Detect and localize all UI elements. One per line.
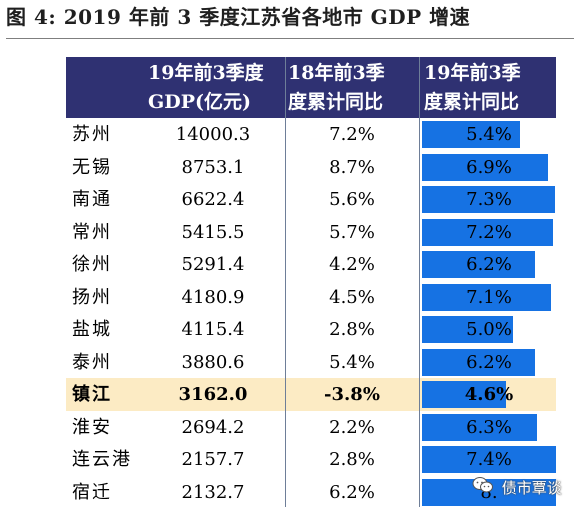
table-header: 19年前3季度 GDP(亿元) 18年前3季 度累计同比 19年前3季 度累计同… <box>66 57 556 118</box>
header-gdp-line1: 19年前3季度 <box>148 62 264 84</box>
wechat-icon <box>472 476 494 501</box>
header-2018-growth: 18年前3季 度累计同比 <box>284 57 418 118</box>
gdp-value: 2157.7 <box>181 449 245 470</box>
city-name: 南通 <box>72 189 112 210</box>
gdp-value: 3162.0 <box>178 384 248 405</box>
growth-2018: 2.2% <box>329 416 375 438</box>
column-divider <box>285 57 286 507</box>
title-divider <box>6 38 574 39</box>
table-row: 盐城 4115.4 2.8% 5.0% <box>66 313 556 346</box>
growth-2018: 5.4% <box>329 351 375 373</box>
growth-2019-cell: 7.3% <box>422 183 556 216</box>
gdp-value: 2694.2 <box>181 416 245 438</box>
growth-2018: 4.2% <box>329 254 375 275</box>
city-name: 徐州 <box>72 254 112 275</box>
growth-2019-cell: 5.4% <box>422 118 556 151</box>
growth-2019: 6.3% <box>466 416 512 438</box>
header-2019-line2: 度累计同比 <box>424 91 520 113</box>
growth-2019-cell: 7.4% <box>422 443 556 476</box>
growth-bar <box>422 316 513 343</box>
header-2018-line1: 18年前3季 <box>288 62 385 84</box>
city-name: 苏州 <box>72 124 112 145</box>
table-row: 泰州 3880.6 5.4% 6.2% <box>66 346 556 379</box>
growth-2019-cell: 6.2% <box>422 248 556 281</box>
growth-2018: 2.8% <box>329 319 375 340</box>
growth-bar <box>422 381 506 408</box>
header-2019-line1: 19年前3季 <box>424 62 521 84</box>
growth-bar <box>422 218 553 246</box>
growth-2019: 5.0% <box>466 319 512 340</box>
growth-2019: 6.9% <box>466 156 512 178</box>
growth-bar <box>422 283 551 311</box>
growth-bar <box>422 413 537 441</box>
growth-2018: 6.2% <box>329 481 375 503</box>
growth-2019: 5.4% <box>466 124 512 145</box>
watermark: 债市覃谈 <box>472 476 562 500</box>
table-row: 南通 6622.4 5.6% 7.3% <box>66 183 556 216</box>
growth-2018: 2.8% <box>329 449 375 470</box>
growth-2018: 5.6% <box>329 189 375 210</box>
growth-bar <box>422 153 548 181</box>
growth-bar <box>422 348 535 376</box>
city-name: 宿迁 <box>72 481 112 503</box>
growth-2019-cell: 4.6% <box>422 378 556 411</box>
header-gdp: 19年前3季度 GDP(亿元) <box>142 57 282 118</box>
gdp-growth-table: 19年前3季度 GDP(亿元) 18年前3季 度累计同比 19年前3季 度累计同… <box>66 57 556 508</box>
growth-2018: 4.5% <box>329 286 375 308</box>
growth-bar <box>422 186 555 213</box>
growth-2019-cell: 6.2% <box>422 346 556 379</box>
city-name: 常州 <box>72 221 112 243</box>
column-divider <box>419 57 420 507</box>
table-row: 常州 5415.5 5.7% 7.2% <box>66 216 556 249</box>
growth-bar <box>422 121 520 148</box>
growth-2019: 7.4% <box>466 449 512 470</box>
table-body: 苏州 14000.3 7.2% 5.4% 无锡 8753.1 8.7% 6.9% 南通 6622.… <box>66 118 556 508</box>
gdp-value: 14000.3 <box>175 124 251 145</box>
growth-2019-cell: 7.2% <box>422 216 556 249</box>
table-row: 无锡 8753.1 8.7% 6.9% <box>66 151 556 184</box>
growth-2019-cell: 7.1% <box>422 281 556 314</box>
gdp-value: 5415.5 <box>181 221 245 243</box>
city-name: 镇江 <box>72 384 112 405</box>
table-row: 淮安 2694.2 2.2% 6.3% <box>66 411 556 444</box>
growth-2019: 6.2% <box>466 351 512 373</box>
table-row: 苏州 14000.3 7.2% 5.4% <box>66 118 556 151</box>
growth-2019: 7.3% <box>466 189 512 210</box>
header-2019-growth: 19年前3季 度累计同比 <box>420 57 556 118</box>
watermark-text: 债市覃谈 <box>501 479 562 497</box>
growth-2019: 6.2% <box>466 254 512 275</box>
growth-2019: 7.2% <box>466 221 512 243</box>
city-name: 连云港 <box>72 449 132 470</box>
growth-2018: 5.7% <box>329 221 375 243</box>
growth-2019-cell: 6.9% <box>422 151 556 184</box>
city-name: 扬州 <box>72 286 112 308</box>
gdp-value: 6622.4 <box>181 189 245 210</box>
city-name: 泰州 <box>72 351 112 373</box>
table-row: 扬州 4180.9 4.5% 7.1% <box>66 281 556 314</box>
growth-2018: -3.8% <box>324 384 380 405</box>
table-row: 徐州 5291.4 4.2% 6.2% <box>66 248 556 281</box>
gdp-value: 8753.1 <box>181 156 245 178</box>
growth-2018: 7.2% <box>329 124 375 145</box>
gdp-value: 3880.6 <box>181 351 245 373</box>
growth-2019: 4.6% <box>464 384 514 405</box>
growth-2018: 8.7% <box>329 156 375 178</box>
city-name: 无锡 <box>72 156 112 178</box>
header-2018-line2: 度累计同比 <box>288 91 384 113</box>
gdp-value: 4115.4 <box>181 319 245 340</box>
city-name: 盐城 <box>72 319 112 340</box>
growth-2019-cell: 5.0% <box>422 313 556 346</box>
gdp-value: 5291.4 <box>181 254 245 275</box>
gdp-value: 2132.7 <box>181 481 245 503</box>
growth-2019-cell: 6.3% <box>422 411 556 444</box>
table-row-highlighted: 镇江 3162.0 -3.8% 4.6% <box>66 378 556 411</box>
gdp-value: 4180.9 <box>181 286 245 308</box>
city-name: 淮安 <box>72 416 112 438</box>
figure-title: 图 4: 2019 年前 3 季度江苏省各地市 GDP 增速 <box>6 5 471 29</box>
table-row: 连云港 2157.7 2.8% 7.4% <box>66 443 556 476</box>
growth-bar <box>422 251 535 278</box>
growth-2019: 7.1% <box>466 286 512 308</box>
growth-bar <box>422 446 556 473</box>
header-gdp-line2: GDP(亿元) <box>148 91 251 113</box>
